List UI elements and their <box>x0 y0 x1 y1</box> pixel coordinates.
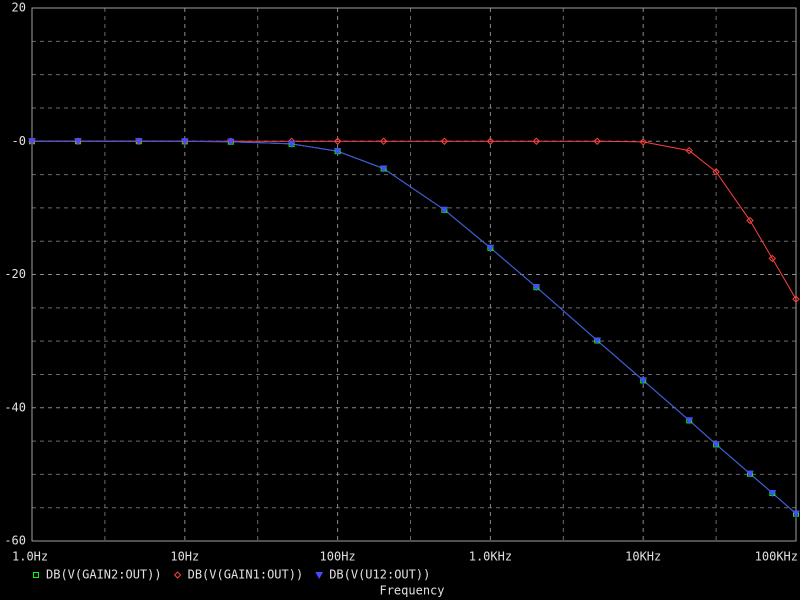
x-tick-label: 10KHz <box>625 550 661 564</box>
marker-triangle <box>712 441 720 449</box>
marker-diamond <box>593 137 601 145</box>
series-line <box>32 140 797 515</box>
marker-diamond <box>486 137 495 145</box>
y-tick-label: -20 <box>4 267 26 281</box>
marker-triangle <box>74 138 82 146</box>
y-tick-label: 20 <box>12 1 26 15</box>
marker-triangle <box>180 138 189 146</box>
y-tick-label: -0 <box>12 134 26 148</box>
marker-diamond <box>440 137 449 145</box>
marker-diamond <box>712 168 720 176</box>
marker-diamond <box>746 216 754 225</box>
plot-frame <box>31 7 797 542</box>
legend-label: DB(V(GAIN1:OUT)) <box>188 568 304 582</box>
x-tick-label: 100Hz <box>320 550 356 564</box>
marker-triangle <box>333 148 342 156</box>
marker-triangle <box>379 165 388 173</box>
marker-diamond <box>768 254 777 263</box>
marker-triangle <box>593 337 602 345</box>
marker-triangle <box>287 140 296 148</box>
marker-diamond <box>639 138 647 146</box>
marker-triangle <box>134 138 143 146</box>
marker-diamond <box>792 295 800 303</box>
marker-triangle <box>792 510 800 518</box>
marker-triangle <box>440 206 449 214</box>
x-tick-label: 100KHz <box>755 550 798 564</box>
y-tick-label: -40 <box>4 400 26 414</box>
x-tick-label: 1.0Hz <box>12 550 48 564</box>
marker-triangle <box>486 244 495 252</box>
x-axis-label: Frequency <box>379 584 444 598</box>
x-tick-label: 10Hz <box>170 550 199 564</box>
marker-diamond <box>685 146 693 155</box>
x-tick-label: 1.0KHz <box>469 550 512 564</box>
y-tick-label: -60 <box>4 534 26 548</box>
marker-triangle <box>768 490 777 498</box>
marker-triangle <box>685 417 694 425</box>
marker-triangle <box>746 470 754 478</box>
marker-diamond <box>532 137 541 145</box>
marker-triangle <box>315 572 324 580</box>
marker-triangle <box>532 284 541 292</box>
marker-triangle <box>639 377 648 385</box>
marker-triangle <box>226 138 235 146</box>
marker-triangle <box>28 138 36 146</box>
marker-diamond <box>333 137 342 145</box>
legend-label: DB(V(U12:OUT)) <box>329 568 430 582</box>
marker-diamond <box>379 137 388 145</box>
marker-diamond <box>173 571 182 579</box>
legend-label: DB(V(GAIN2:OUT)) <box>46 568 162 582</box>
marker-square <box>33 572 39 578</box>
